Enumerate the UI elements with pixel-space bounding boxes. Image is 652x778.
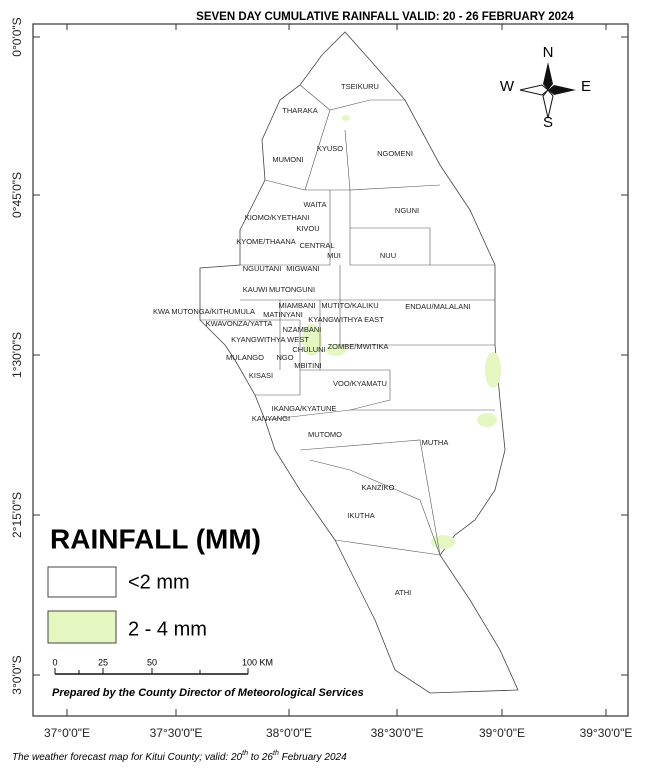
ward-label: NZAMBANI bbox=[283, 325, 322, 334]
graticule: 0°0'0"S 0°45'0"S 1°30'0"S 2°15'0"S 3°0'0"S 37… bbox=[10, 17, 632, 740]
caption: The weather forecast map for Kitui Count… bbox=[12, 750, 347, 763]
latitude-label: 0°45'0"S bbox=[10, 172, 24, 218]
ward-label: NGOMENI bbox=[377, 149, 413, 158]
caption-part: February 2024 bbox=[279, 752, 347, 763]
map-frame bbox=[32, 23, 629, 717]
legend-label: <2 mm bbox=[128, 571, 190, 593]
longitude-label: 38°0'0"E bbox=[266, 726, 312, 740]
ward-label: MIGWANI bbox=[286, 264, 319, 273]
ward-label: ENDAU/MALALANI bbox=[405, 302, 470, 311]
ward-label: MBITINI bbox=[294, 361, 322, 370]
ward-label: THARAKA bbox=[282, 106, 317, 115]
ward-label: VOO/KYAMATU bbox=[333, 379, 387, 388]
ward-label: NGO bbox=[276, 353, 293, 362]
ward-labels: TSEIKURU THARAKA KYUSO NGOMENI MUMONI WAITA NG… bbox=[153, 82, 471, 597]
ward-label: MUTONGUNI bbox=[269, 285, 315, 294]
legend-swatch bbox=[47, 566, 117, 598]
ward-label: MATINYANI bbox=[263, 310, 303, 319]
scale-label: 0 bbox=[52, 657, 57, 667]
latitude-label: 2°15'0"S bbox=[10, 492, 24, 538]
ward-label: ZOMBE/MWITIKA bbox=[328, 342, 389, 351]
ward-label: CHULUNI bbox=[292, 345, 325, 354]
latitude-label: 0°0'0"S bbox=[10, 17, 24, 56]
ward-label: MIAMBANI bbox=[278, 301, 315, 310]
scale-label: 100 KM bbox=[242, 657, 273, 667]
ward-label: KYANGWITHYA WEST bbox=[231, 335, 309, 344]
ward-label: MUMONI bbox=[272, 155, 303, 164]
longitude-label: 37°0'0"E bbox=[44, 726, 90, 740]
ward-label: IKUTHA bbox=[347, 511, 375, 520]
ward-boundaries bbox=[200, 84, 495, 556]
ward-label: MUI bbox=[327, 251, 341, 260]
caption-part: The weather forecast map for Kitui Count… bbox=[12, 752, 243, 763]
ward-label: NGUUTANI bbox=[243, 264, 282, 273]
ward-label: MULANGO bbox=[226, 353, 264, 362]
longitude-label: 39°0'0"E bbox=[479, 726, 525, 740]
compass-e: E bbox=[581, 78, 591, 95]
compass-n: N bbox=[543, 44, 554, 61]
rain-patches bbox=[302, 115, 501, 549]
ward-label: KISASI bbox=[249, 371, 273, 380]
ward-label: MUTHA bbox=[422, 438, 449, 447]
scale-label: 25 bbox=[98, 657, 108, 667]
caption-part: th bbox=[242, 750, 248, 757]
ward-label: MUTOMO bbox=[308, 430, 342, 439]
ward-label: KAUWI bbox=[243, 285, 268, 294]
ward-label: KWAVONZA/YATTA bbox=[206, 319, 273, 328]
ward-label: KIVOU bbox=[296, 224, 319, 233]
ward-label: KYOME/THAANA bbox=[236, 237, 296, 246]
ward-label: MUTITO/KALIKU bbox=[321, 301, 378, 310]
latitude-label: 1°30'0"S bbox=[10, 332, 24, 378]
scale-label: 50 bbox=[147, 657, 157, 667]
ward-label: KYANGWITHYA EAST bbox=[308, 315, 384, 324]
caption-part: th bbox=[273, 750, 279, 757]
ward-label: WAITA bbox=[304, 200, 327, 209]
caption-part: to 26 bbox=[248, 752, 273, 763]
ward-label: KANZIKO bbox=[362, 483, 395, 492]
ward-label: ATHI bbox=[395, 588, 412, 597]
compass-w: W bbox=[500, 78, 515, 95]
ward-label: NGUNI bbox=[395, 206, 419, 215]
ward-label: KYUSO bbox=[317, 144, 343, 153]
ward-label: IKANGA/KYATUNE bbox=[272, 404, 337, 413]
credit: Prepared by the County Director of Meteo… bbox=[52, 687, 364, 699]
compass-s: S bbox=[543, 114, 553, 131]
legend: RAINFALL (MM) <2 mm 2 - 4 mm bbox=[47, 523, 261, 644]
ward-label: KANYANGI bbox=[252, 414, 290, 423]
legend-title: RAINFALL (MM) bbox=[50, 523, 261, 554]
ward-label: KWA MUTONGA/KITHUMULA bbox=[153, 307, 255, 316]
longitude-label: 37°30'0"E bbox=[150, 726, 203, 740]
north-arrow: N S E W bbox=[500, 44, 591, 131]
ward-label: KIOMO/KYETHANI bbox=[245, 213, 310, 222]
scale-bar: 0 25 50 100 KM bbox=[52, 657, 273, 675]
county: TSEIKURU THARAKA KYUSO NGOMENI MUMONI WAITA NG… bbox=[153, 31, 519, 694]
legend-swatch bbox=[47, 610, 117, 644]
map-title: SEVEN DAY CUMULATIVE RAINFALL VALID: 20 … bbox=[196, 11, 574, 23]
ward-label: NUU bbox=[380, 251, 396, 260]
county-outline bbox=[199, 31, 519, 694]
ward-label: CENTRAL bbox=[299, 241, 334, 250]
ward-label: TSEIKURU bbox=[341, 82, 379, 91]
latitude-label: 3°0'0"S bbox=[10, 655, 24, 694]
legend-label: 2 - 4 mm bbox=[128, 618, 207, 640]
longitude-label: 38°30'0"E bbox=[371, 726, 424, 740]
longitude-label: 39°30'0"E bbox=[580, 726, 633, 740]
